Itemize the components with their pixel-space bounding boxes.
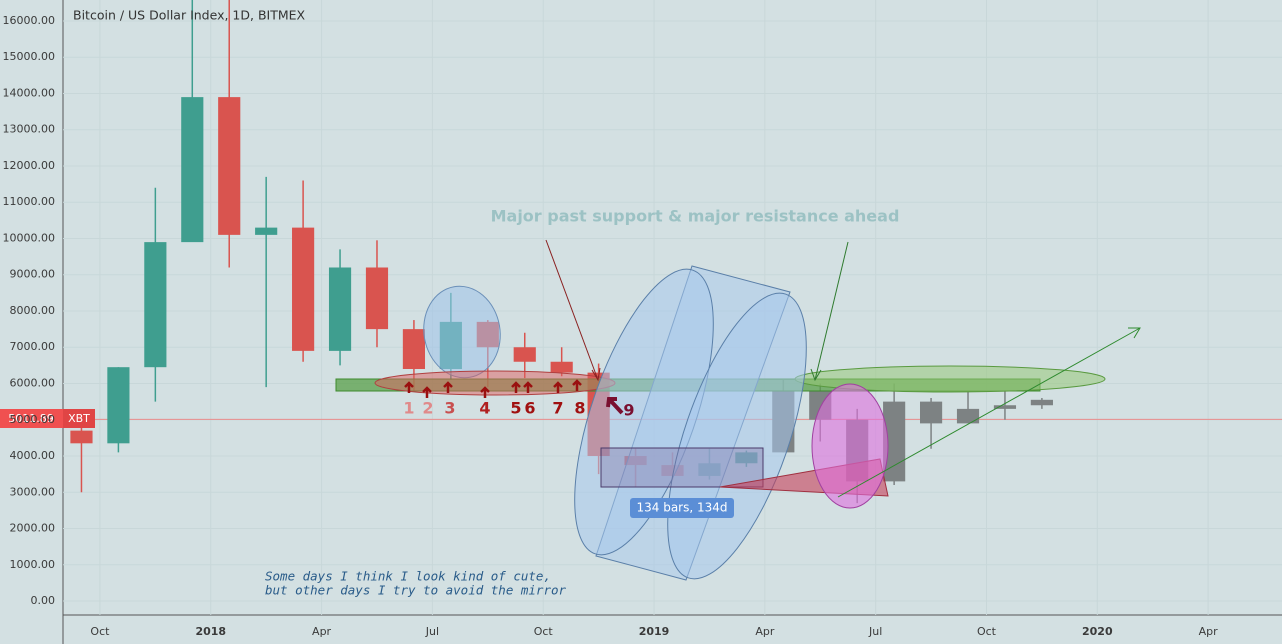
arrow bbox=[814, 241, 849, 381]
x-tick-label: Apr bbox=[312, 625, 332, 638]
y-tick-label: 5000.00 bbox=[10, 413, 56, 426]
y-tick-label: 8000.00 bbox=[10, 304, 56, 317]
x-tick-label: Apr bbox=[1199, 625, 1219, 638]
range-box bbox=[600, 447, 764, 488]
arrow-head bbox=[1128, 327, 1141, 339]
y-tick-label: 11000.00 bbox=[3, 195, 56, 208]
candle-body bbox=[181, 97, 204, 243]
ellipse bbox=[423, 285, 501, 379]
range-label-box bbox=[630, 498, 734, 518]
candle-body bbox=[1030, 399, 1053, 406]
number-label: 1 bbox=[403, 399, 414, 418]
x-tick-label: 2018 bbox=[195, 625, 226, 638]
headline: Major past support & major resistance ah… bbox=[491, 207, 900, 226]
y-tick-label: 14000.00 bbox=[3, 86, 56, 99]
x-tick-label: Oct bbox=[534, 625, 554, 638]
candle-body bbox=[993, 405, 1017, 409]
y-tick-label: 15000.00 bbox=[3, 50, 56, 63]
y-tick-label: 0.00 bbox=[31, 594, 56, 607]
number-label: 7 bbox=[552, 399, 563, 418]
candle-body bbox=[144, 242, 167, 368]
y-tick-label: 13000.00 bbox=[3, 123, 56, 136]
x-tick-label: 2019 bbox=[639, 625, 670, 638]
y-tick-label: 4000.00 bbox=[10, 449, 56, 462]
candle-body bbox=[255, 227, 278, 235]
number-label: 5 bbox=[510, 399, 521, 418]
candles bbox=[70, 0, 1053, 504]
candle-body bbox=[107, 367, 130, 444]
candle-body bbox=[513, 347, 536, 362]
number-label: 9 bbox=[623, 401, 634, 420]
y-tick-label: 12000.00 bbox=[3, 159, 56, 172]
candle-body bbox=[218, 97, 241, 235]
up-arrows bbox=[404, 379, 624, 415]
candle-body bbox=[70, 430, 93, 444]
x-tick-label: Jul bbox=[425, 625, 439, 638]
trend-line bbox=[837, 327, 1141, 498]
chart-title: Bitcoin / US Dollar Index, 1D, BITMEX bbox=[73, 8, 306, 23]
x-tick-label: Jul bbox=[868, 625, 882, 638]
arrow-head bbox=[810, 368, 822, 382]
candle-body bbox=[292, 227, 315, 351]
ellipse bbox=[811, 383, 889, 509]
symbol-tag bbox=[63, 409, 95, 428]
price-tag-label: 5011.89 bbox=[8, 412, 54, 425]
range-label: 134 bars, 134d bbox=[636, 501, 727, 515]
number-label: 3 bbox=[444, 399, 455, 418]
y-tick-label: 16000.00 bbox=[3, 14, 56, 27]
x-tick-label: Oct bbox=[90, 625, 110, 638]
x-tick-label: Oct bbox=[977, 625, 997, 638]
y-tick-label: 1000.00 bbox=[10, 558, 56, 571]
drawings bbox=[335, 239, 1141, 581]
candle-body bbox=[550, 361, 573, 373]
number-label: 6 bbox=[524, 399, 535, 418]
candle-body bbox=[365, 267, 389, 330]
y-tick-label: 9000.00 bbox=[10, 268, 56, 281]
price-tag bbox=[0, 409, 63, 428]
y-tick-label: 2000.00 bbox=[10, 522, 56, 535]
symbol-label: XBT bbox=[68, 412, 90, 425]
candle-body bbox=[919, 401, 943, 424]
candle-body bbox=[883, 401, 906, 482]
y-tick-label: 6000.00 bbox=[10, 377, 56, 390]
candle-body bbox=[328, 267, 352, 351]
number-label: 4 bbox=[479, 399, 490, 418]
y-tick-label: 3000.00 bbox=[10, 485, 56, 498]
x-tick-label: 2020 bbox=[1082, 625, 1113, 638]
arrow bbox=[545, 239, 599, 381]
candle-body bbox=[402, 329, 426, 369]
number-label: 2 bbox=[422, 399, 433, 418]
y-tick-label: 7000.00 bbox=[10, 340, 56, 353]
arrow-head bbox=[591, 367, 601, 382]
note: but other days I try to avoid the mirror bbox=[265, 583, 566, 598]
number-label: 8 bbox=[574, 399, 585, 418]
x-tick-label: Apr bbox=[755, 625, 775, 638]
candle-body bbox=[956, 408, 980, 424]
note: Some days I think I look kind of cute, bbox=[265, 569, 551, 584]
y-tick-label: 10000.00 bbox=[3, 231, 56, 244]
